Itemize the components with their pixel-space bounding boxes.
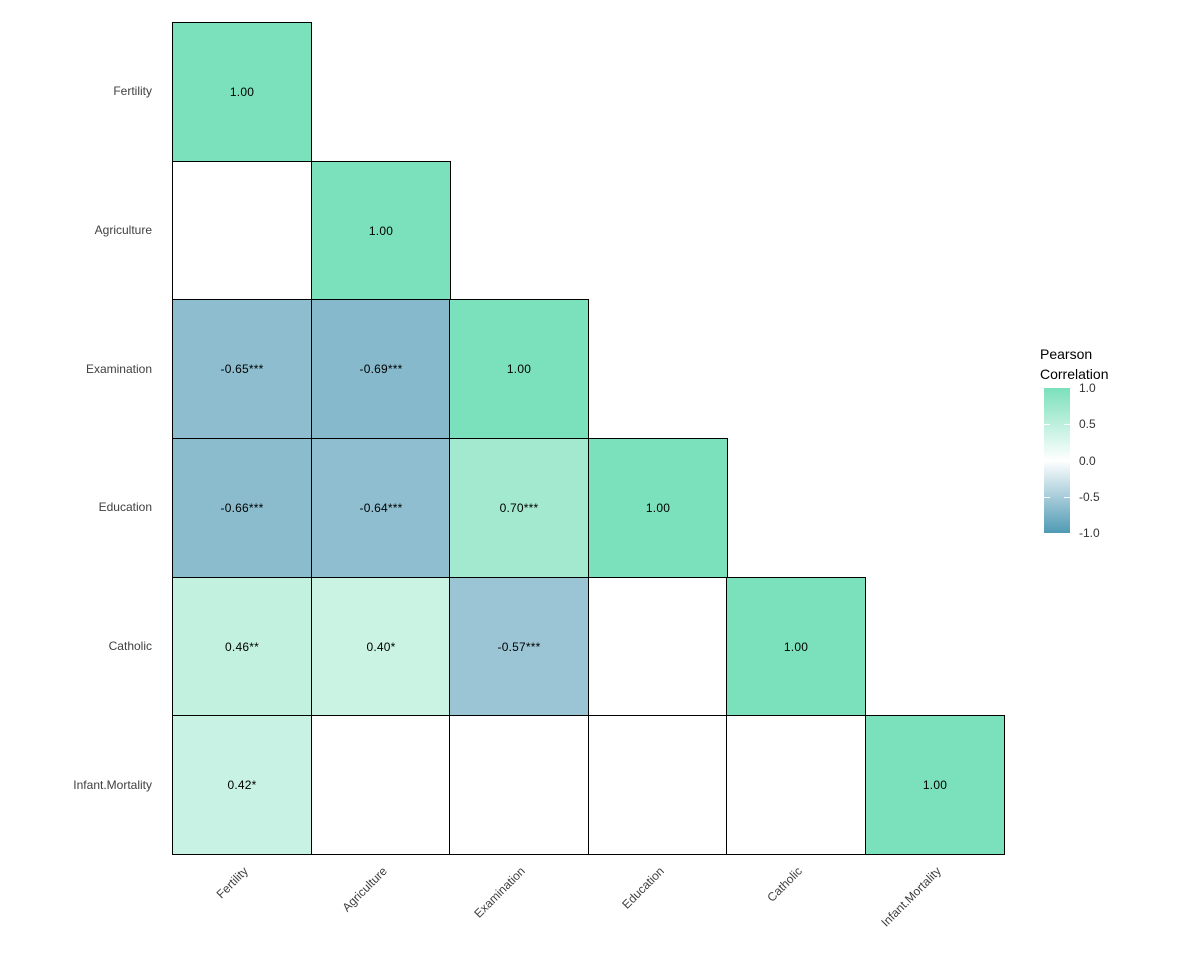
cell-value: 0.46** bbox=[225, 640, 259, 654]
y-axis-label: Agriculture bbox=[94, 223, 152, 237]
y-axis-label: Infant.Mortality bbox=[73, 778, 152, 792]
heatmap-cell: -0.57*** bbox=[449, 577, 589, 717]
cell-value: 1.00 bbox=[783, 640, 809, 654]
x-axis-label: Agriculture bbox=[339, 864, 390, 915]
heatmap-cell: -0.66*** bbox=[172, 438, 312, 578]
cell-value: 1.00 bbox=[645, 501, 671, 515]
heatmap-cell: 1.00 bbox=[726, 577, 866, 717]
heatmap-cell: -0.64*** bbox=[311, 438, 451, 578]
cell-value: -0.65*** bbox=[220, 362, 264, 376]
heatmap-cell: 0.70*** bbox=[449, 438, 589, 578]
legend-tick-label: 0.0 bbox=[1079, 454, 1096, 468]
legend-tick-label: 0.5 bbox=[1079, 417, 1096, 431]
cell-value: 1.00 bbox=[506, 362, 532, 376]
y-axis-label: Catholic bbox=[108, 639, 152, 653]
x-axis-label: Catholic bbox=[764, 864, 805, 905]
cell-value: 0.40* bbox=[366, 640, 396, 654]
cell-value: 1.00 bbox=[922, 778, 948, 792]
heatmap-cell: -0.65*** bbox=[172, 299, 312, 439]
heatmap-cell: 0.40* bbox=[311, 577, 451, 717]
cell-value: -0.64*** bbox=[359, 501, 403, 515]
heatmap-cell bbox=[449, 715, 589, 855]
heatmap-cell bbox=[311, 715, 451, 855]
heatmap-cell bbox=[726, 715, 866, 855]
legend-tick-mark bbox=[1044, 424, 1050, 425]
cell-value: 0.42* bbox=[227, 778, 257, 792]
x-axis-label: Infant.Mortality bbox=[878, 864, 944, 930]
heatmap-cell: 1.00 bbox=[449, 299, 589, 439]
heatmap-cell bbox=[172, 161, 312, 301]
cell-value: -0.69*** bbox=[359, 362, 403, 376]
heatmap-cell: 1.00 bbox=[865, 715, 1005, 855]
cell-value: 1.00 bbox=[229, 85, 255, 99]
legend-tick-mark bbox=[1044, 497, 1050, 498]
heatmap-cell: 1.00 bbox=[588, 438, 728, 578]
heatmap-cell: 0.46** bbox=[172, 577, 312, 717]
heatmap-cell bbox=[588, 577, 728, 717]
legend-tick-mark bbox=[1064, 461, 1070, 462]
heatmap-cell: 1.00 bbox=[311, 161, 451, 301]
legend-tick-label: 1.0 bbox=[1079, 381, 1096, 395]
x-axis-label: Fertility bbox=[213, 864, 251, 902]
legend-tick-mark bbox=[1044, 461, 1050, 462]
x-axis-label: Education bbox=[619, 864, 667, 912]
cell-value: 1.00 bbox=[368, 224, 394, 238]
cell-value: -0.66*** bbox=[220, 501, 264, 515]
legend-colorbar bbox=[1044, 388, 1070, 533]
legend-title: Pearson Correlation bbox=[1040, 346, 1109, 382]
heatmap-cell: 1.00 bbox=[172, 22, 312, 162]
y-axis-label: Education bbox=[98, 500, 152, 514]
heatmap-cell: -0.69*** bbox=[311, 299, 451, 439]
y-axis-label: Examination bbox=[85, 362, 152, 376]
legend-tick-label: -1.0 bbox=[1079, 526, 1100, 540]
cell-value: -0.57*** bbox=[497, 640, 541, 654]
legend-tick-mark bbox=[1064, 424, 1070, 425]
x-axis-label: Examination bbox=[471, 864, 528, 921]
legend-tick-mark bbox=[1064, 497, 1070, 498]
cell-value: 0.70*** bbox=[499, 501, 539, 515]
y-axis-label: Fertility bbox=[113, 84, 152, 98]
heatmap-cell bbox=[588, 715, 728, 855]
heatmap-cell: 0.42* bbox=[172, 715, 312, 855]
legend-tick-label: -0.5 bbox=[1079, 490, 1100, 504]
